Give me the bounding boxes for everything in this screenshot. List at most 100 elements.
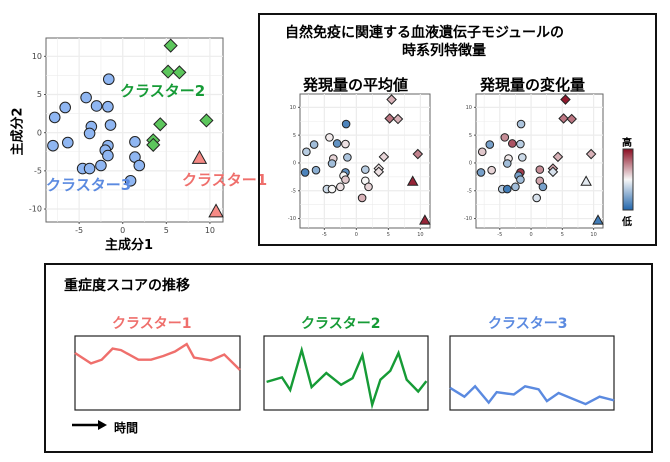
x-tick-label: 0 <box>120 226 125 235</box>
cluster1-point <box>419 214 431 225</box>
cluster2-point <box>153 117 168 132</box>
y-tick-label: 5 <box>37 90 42 99</box>
cluster3-point <box>502 159 512 168</box>
feature-title-line1: 自然免疫に関連する血液遺伝子モジュールの <box>285 25 565 41</box>
cluster3-point <box>80 91 92 104</box>
cluster3-point <box>341 119 351 129</box>
cluster3-point <box>517 153 527 162</box>
cluster3-point <box>124 174 137 187</box>
y-tick-label: 5 <box>469 133 472 139</box>
cluster3-point <box>511 182 520 192</box>
cluster2-point <box>552 151 564 163</box>
cluster3-point <box>487 165 496 175</box>
cluster3-point <box>325 133 334 142</box>
cluster3-point <box>516 139 525 149</box>
main-ylabel: 主成分2 <box>10 107 26 156</box>
cluster3-point <box>532 193 541 203</box>
y-tick-label: 0 <box>469 161 472 167</box>
y-tick-label: -10 <box>288 216 296 222</box>
x-tick-label: 10 <box>417 232 423 238</box>
cluster3-point <box>341 175 350 184</box>
cluster3-point <box>357 193 367 203</box>
x-tick-label: 0 <box>529 232 532 238</box>
cluster1-label: クラスター1 <box>182 171 268 189</box>
cluster3-point <box>102 100 114 113</box>
cluster3-point <box>47 139 59 152</box>
cluster3-point <box>104 119 117 131</box>
cluster1-point <box>592 214 604 225</box>
plot-area <box>475 93 604 229</box>
colorbar-high-label: 高 <box>622 138 632 149</box>
severity-panel <box>44 263 653 453</box>
cluster2-point <box>547 166 559 178</box>
main-xlabel: 主成分1 <box>105 238 154 253</box>
y-tick-label: 10 <box>466 105 472 111</box>
colorbar-low-label: 低 <box>622 217 632 228</box>
cluster3-point <box>477 147 487 157</box>
feature-title-line2: 時系列特徴量 <box>402 43 486 59</box>
severity-line-cluster1 <box>74 342 241 371</box>
cluster3-point <box>535 165 545 174</box>
cluster2-point <box>558 113 569 124</box>
cluster2-point <box>412 148 424 160</box>
cluster2-point <box>392 113 404 125</box>
plot-area <box>45 37 224 223</box>
severity-chart-frame <box>449 335 615 411</box>
cluster3-point <box>327 159 337 168</box>
x-tick-label: 5 <box>164 226 169 235</box>
cluster3-point <box>90 100 103 112</box>
x-tick-label: -5 <box>497 232 502 238</box>
feature-panel <box>258 13 657 246</box>
cluster2-point <box>566 113 577 125</box>
cluster3-point <box>61 136 74 149</box>
y-tick-label: -10 <box>29 205 42 214</box>
colorbar <box>622 148 634 211</box>
y-tick-label: 0 <box>37 128 42 137</box>
cluster3-point <box>327 184 337 194</box>
cluster2-point <box>560 94 571 105</box>
cluster3-point <box>332 139 342 148</box>
x-tick-label: 10 <box>590 232 596 238</box>
y-tick-label: -5 <box>34 167 42 176</box>
cluster2-point <box>386 94 397 105</box>
time-arrow-head-icon <box>98 420 107 430</box>
cluster3-point <box>102 73 115 86</box>
cluster2-point <box>163 38 178 53</box>
cluster3-point <box>364 182 373 192</box>
cluster3-point <box>507 139 517 148</box>
severity-cluster1-title: クラスター1 <box>112 316 192 332</box>
cluster3-point <box>476 168 486 177</box>
y-tick-label: 0 <box>293 161 296 167</box>
cluster1-point <box>208 203 224 218</box>
y-tick-label: 10 <box>32 52 42 61</box>
cluster3-point <box>516 175 525 184</box>
cluster3-point <box>95 159 107 172</box>
x-tick-label: 5 <box>387 232 390 238</box>
cluster2-point <box>585 148 597 160</box>
y-tick-label: -5 <box>291 188 296 194</box>
cluster3-point <box>309 140 319 149</box>
x-tick-label: -5 <box>322 232 327 238</box>
severity-title: 重症度スコアの推移 <box>64 278 190 294</box>
mean-plot-title: 発現量の平均値 <box>303 76 409 94</box>
cluster3-point <box>83 162 96 175</box>
cluster3-label: クラスター3 <box>46 176 132 194</box>
cluster1-point <box>406 175 419 186</box>
severity-line-cluster2 <box>266 345 428 410</box>
cluster2-point <box>146 137 161 152</box>
cluster1-point <box>191 149 208 164</box>
cluster2-point <box>199 113 214 128</box>
cluster3-point <box>311 165 321 175</box>
cluster2-point <box>378 151 390 163</box>
cluster2-point <box>161 64 176 79</box>
cluster3-point <box>102 149 114 162</box>
cluster3-point <box>48 111 61 124</box>
severity-cluster2-title: クラスター2 <box>301 316 381 332</box>
cluster3-point <box>502 184 512 194</box>
cluster3-point <box>83 127 96 140</box>
cluster3-point <box>361 165 370 174</box>
cluster2-point <box>384 113 395 124</box>
severity-chart-frame <box>263 335 429 411</box>
y-tick-label: -10 <box>464 216 472 222</box>
